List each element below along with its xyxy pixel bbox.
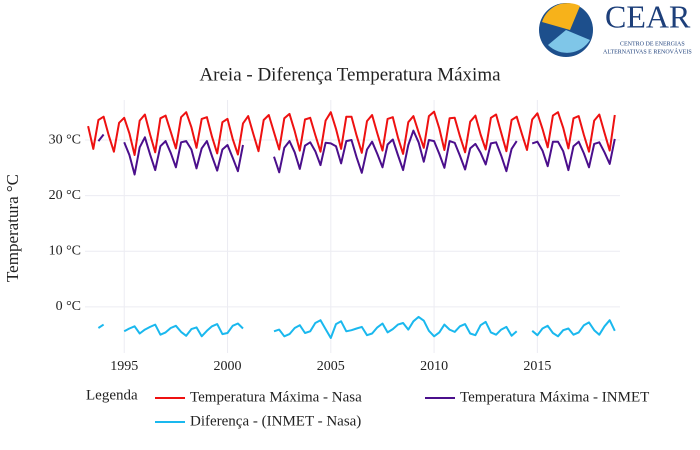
y-tick-label: 10 °C [49,243,81,258]
x-tick-label: 2000 [214,359,242,374]
y-tick-label: 0 °C [56,299,81,314]
legend-label: Temperatura Máxima - Nasa [190,389,362,405]
chart-title: Areia - Diferença Temperatura Máxima [199,64,501,85]
logo-wave [548,30,590,53]
legend-title: Legenda [86,387,138,403]
legend-label: Temperatura Máxima - INMET [460,389,649,405]
x-tick-label: 2015 [523,359,551,374]
x-tick-label: 1995 [110,359,138,374]
y-tick-label: 20 °C [49,188,81,203]
grid [85,100,620,353]
y-axis-label: Temperatura °C [3,174,22,282]
y-tick-label: 30 °C [49,132,81,147]
x-tick-label: 2005 [317,359,345,374]
logo-name: CEAR [605,0,691,34]
logo-subtitle: CENTRO DE ENERGIAS [620,41,685,47]
series-line [87,110,616,156]
logo-sun [542,3,580,30]
logo-subtitle: ALTERNATIVAS E RENOVÁVEIS [603,47,692,55]
series-line [97,315,616,339]
logo: CEAR CENTRO DE ENERGIAS ALTERNATIVAS E R… [539,0,692,57]
series-line [97,129,616,176]
x-tick-label: 2010 [420,359,448,374]
legend-label: Diferença - (INMET - Nasa) [190,413,361,429]
